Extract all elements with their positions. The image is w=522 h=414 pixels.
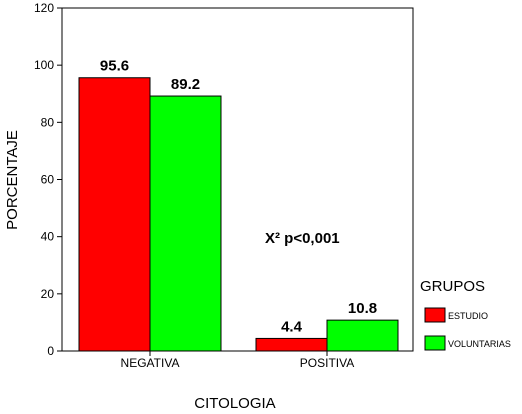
y-axis: 0 20 40 60 80 100 120 [34, 1, 62, 358]
bars-group [78, 77, 399, 352]
legend-entry-label: VOLUNTARIAS [448, 339, 511, 349]
legend-entries: ESTUDIO VOLUNTARIAS [424, 307, 511, 351]
x-axis-title: CITOLOGIA [194, 395, 275, 412]
legend-swatch-voluntarias [424, 335, 446, 351]
y-tick-label: 40 [41, 230, 55, 244]
x-category-label: NEGATIVA [121, 356, 180, 370]
data-label: 95.6 [100, 58, 129, 75]
bar-voluntarias-negativa [149, 95, 222, 352]
y-tick-label: 120 [34, 1, 54, 15]
y-tick-label: 0 [47, 344, 54, 358]
legend-title: GRUPOS [420, 278, 485, 295]
bar-estudio-negativa [78, 77, 151, 352]
chi-square-annotation: X² p<0,001 [265, 230, 340, 247]
x-axis: NEGATIVA POSITIVA [121, 351, 354, 370]
y-tick-label: 80 [41, 115, 55, 129]
data-label: 89.2 [171, 76, 200, 93]
legend-entry-label: ESTUDIO [448, 311, 488, 321]
y-tick-label: 20 [41, 287, 55, 301]
y-axis-title: PORCENTAJE [4, 130, 21, 230]
y-tick-label: 100 [34, 58, 54, 72]
legend: GRUPOS ESTUDIO VOLUNTARIAS [420, 278, 511, 351]
data-label: 4.4 [281, 318, 303, 335]
x-category-label: POSITIVA [300, 356, 354, 370]
bar-estudio-positiva [255, 337, 328, 352]
legend-swatch-estudio [424, 307, 446, 323]
y-tick-label: 60 [41, 173, 55, 187]
data-label: 10.8 [348, 300, 377, 317]
bar-voluntarias-positiva [326, 319, 399, 352]
data-labels: 95.6 89.2 4.4 10.8 [100, 58, 377, 336]
